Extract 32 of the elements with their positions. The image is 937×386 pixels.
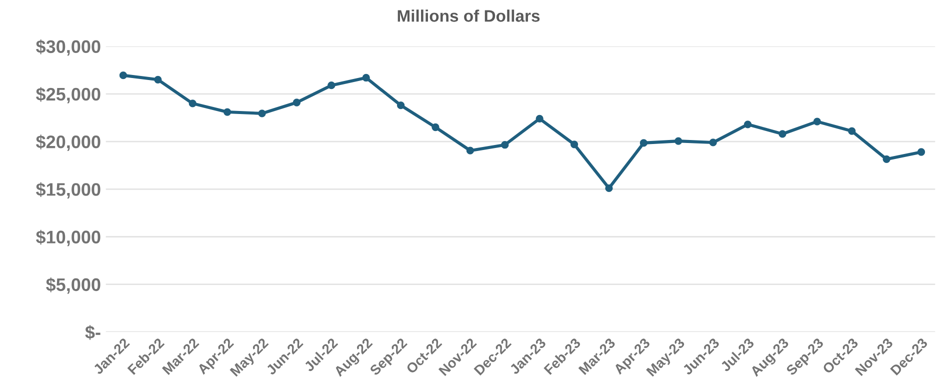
point [258,110,266,118]
y-tick-label: $20,000 [36,134,100,151]
point [501,141,509,149]
y-tick-label: $15,000 [36,182,100,198]
point [778,130,786,138]
point [709,138,717,146]
point [744,120,752,128]
point [188,100,196,108]
y-tick-label: $25,000 [36,87,100,104]
point [882,155,890,163]
point [328,82,336,90]
point [292,98,301,106]
point [570,140,578,148]
point [536,114,544,122]
point [640,139,648,147]
point [362,74,370,82]
point [432,123,440,132]
chart-title: Millions of Dollars [398,10,540,22]
point [466,146,474,154]
point [154,76,162,84]
point [396,102,405,110]
y-tick-label: $30,000 [36,39,100,56]
point [674,137,682,145]
y-tick-label: $- [85,325,100,340]
point [813,118,821,126]
point [605,184,613,192]
point [917,148,926,156]
y-tick-label: $10,000 [36,230,100,246]
point [224,108,232,116]
point [119,72,128,80]
y-tick-label: $5,000 [46,277,100,294]
point [848,127,856,135]
